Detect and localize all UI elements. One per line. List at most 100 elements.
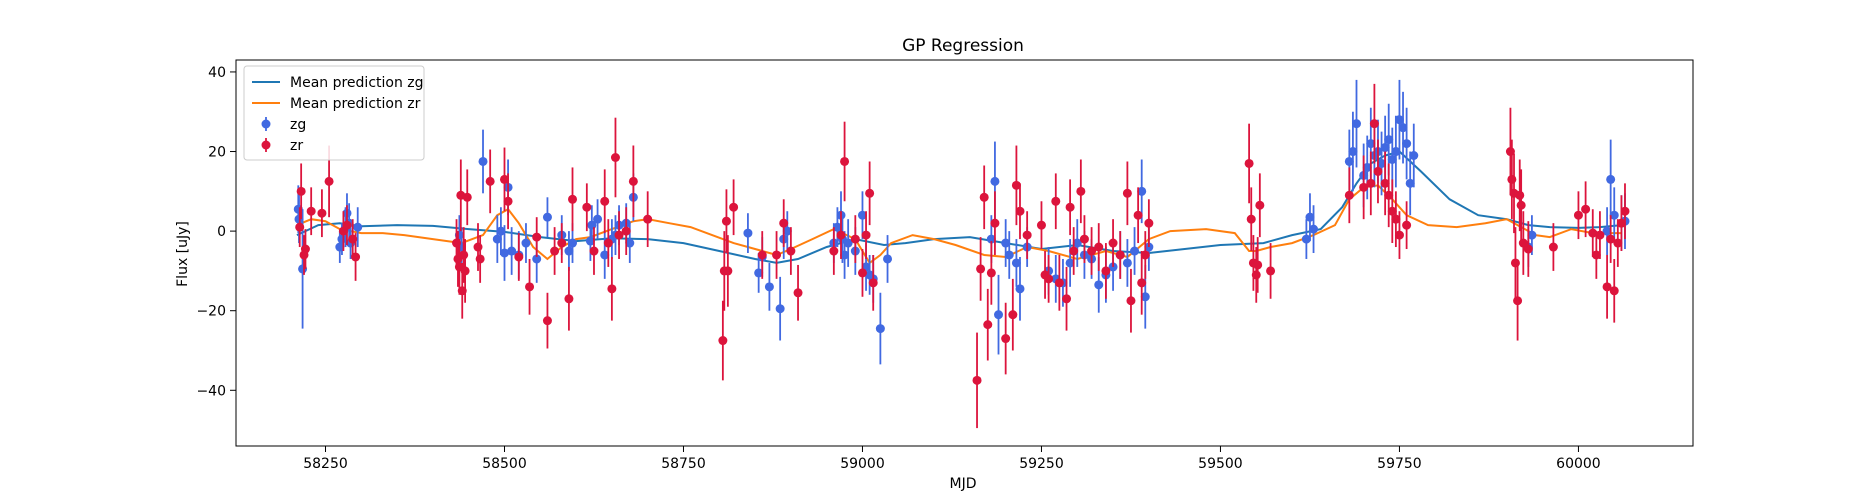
data-point: [843, 219, 853, 267]
data-point: [478, 129, 488, 194]
data-point: [295, 207, 305, 248]
data-point: [1022, 211, 1032, 259]
data-point: [1011, 239, 1021, 287]
marker: [1011, 258, 1021, 268]
data-point: [1518, 211, 1528, 275]
data-point: [300, 229, 310, 269]
marker: [868, 278, 878, 288]
marker: [550, 246, 560, 256]
data-point: [1581, 181, 1591, 238]
marker: [496, 226, 506, 236]
marker: [1101, 266, 1111, 276]
plot-content: [293, 79, 1630, 429]
marker: [1062, 294, 1072, 304]
marker: [475, 254, 485, 264]
data-point: [485, 149, 495, 214]
marker: [499, 174, 509, 184]
marker: [1076, 186, 1086, 196]
marker: [1359, 182, 1369, 192]
y-tick-label: −40: [196, 383, 226, 399]
data-point: [757, 231, 767, 279]
marker: [1548, 242, 1558, 252]
data-point: [607, 256, 617, 321]
data-point: [621, 207, 631, 255]
marker: [1609, 210, 1619, 220]
data-point: [1133, 187, 1143, 244]
marker: [1409, 151, 1419, 161]
marker: [986, 268, 996, 278]
data-point: [721, 189, 731, 253]
marker: [460, 266, 470, 276]
marker: [1402, 220, 1412, 230]
data-point: [1001, 219, 1011, 267]
marker: [296, 186, 306, 196]
marker: [1065, 258, 1075, 268]
marker: [1094, 280, 1104, 290]
data-point: [1079, 215, 1089, 263]
marker: [1140, 250, 1150, 260]
marker: [782, 226, 792, 236]
data-point: [1076, 159, 1086, 224]
y-tick-label: −20: [196, 304, 226, 320]
data-point: [1054, 254, 1064, 311]
data-point: [557, 223, 567, 263]
marker: [643, 214, 653, 224]
marker: [351, 252, 361, 262]
marker: [757, 250, 767, 260]
marker: [861, 230, 871, 240]
data-point: [353, 207, 363, 248]
marker: [764, 282, 774, 292]
marker: [1380, 143, 1390, 153]
marker: [1140, 292, 1150, 302]
marker: [1244, 158, 1254, 168]
marker: [342, 220, 352, 230]
marker: [743, 228, 753, 238]
marker: [1581, 204, 1591, 214]
legend-item: Mean prediction zg: [252, 75, 424, 91]
data-point: [542, 197, 552, 238]
data-point: [772, 231, 782, 279]
marker: [1602, 282, 1612, 292]
x-tick-label: 59000: [840, 456, 885, 472]
marker: [1144, 218, 1154, 228]
data-point: [1001, 302, 1011, 375]
marker: [1094, 242, 1104, 252]
marker: [492, 234, 502, 244]
chart-title: GP Regression: [902, 36, 1024, 56]
marker: [1126, 296, 1136, 306]
marker: [972, 375, 982, 385]
marker: [324, 176, 334, 186]
marker: [300, 244, 310, 254]
data-point: [1366, 151, 1376, 216]
marker: [829, 246, 839, 256]
marker: [1004, 250, 1014, 260]
data-point: [1609, 258, 1619, 323]
data-point: [1115, 231, 1125, 279]
data-point: [582, 183, 592, 232]
marker: [1373, 166, 1383, 176]
marker: [514, 252, 524, 262]
marker: [1108, 238, 1118, 248]
marker: [1266, 266, 1276, 276]
legend-label: Mean prediction zr: [290, 96, 421, 112]
marker: [1133, 210, 1143, 220]
marker: [507, 246, 517, 256]
marker: [1527, 230, 1537, 240]
x-tick-label: 60000: [1556, 456, 1601, 472]
marker: [1044, 274, 1054, 284]
data-point: [1359, 155, 1369, 220]
data-point: [564, 231, 574, 271]
series-line: [296, 184, 1622, 265]
marker: [628, 176, 638, 186]
marker: [994, 310, 1004, 320]
data-point: [351, 233, 361, 281]
marker: [1510, 258, 1520, 268]
marker: [1591, 250, 1601, 260]
marker: [983, 320, 993, 330]
marker: [1513, 296, 1523, 306]
data-point: [1351, 79, 1361, 168]
marker: [1516, 200, 1526, 210]
marker: [840, 156, 850, 166]
marker: [1507, 174, 1517, 184]
data-point: [1510, 227, 1520, 299]
